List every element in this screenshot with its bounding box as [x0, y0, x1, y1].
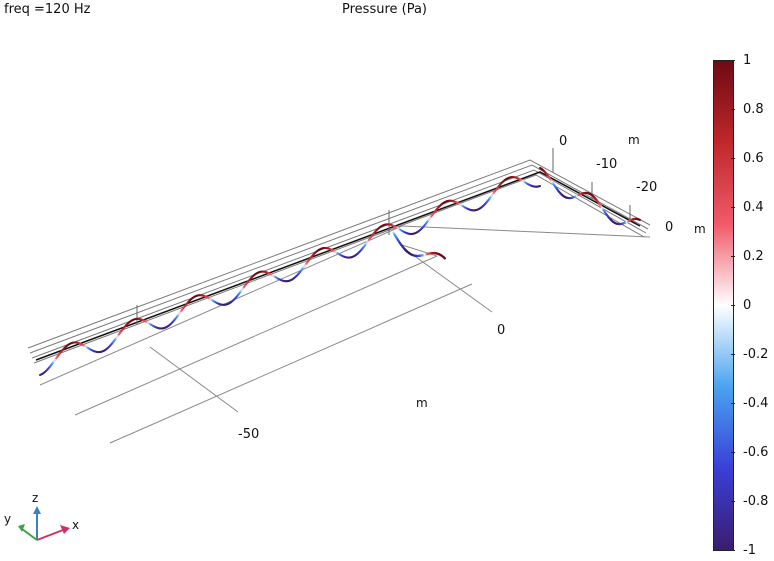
colorbar-tick-label: -1	[743, 543, 756, 558]
colorbar-tick-label: -0.8	[743, 494, 769, 509]
y-tick-label: 0	[559, 134, 568, 149]
triad-z-label: z	[32, 491, 39, 505]
x-tick-label: 0	[497, 323, 506, 338]
z-axis-unit: m	[694, 222, 706, 236]
triad-x-label: x	[72, 518, 80, 532]
triad-x-arrowhead	[60, 525, 70, 534]
y-tick-label: -20	[636, 180, 658, 195]
triad-y-arrowhead	[18, 524, 25, 532]
colorbar-tick-mark	[731, 354, 735, 355]
centerline	[35, 171, 641, 361]
frequency-label: freq =120 Hz	[4, 2, 91, 17]
triad-y-label: y	[4, 512, 12, 526]
y-tick-label: -10	[596, 157, 618, 172]
colorbar-tick-label: -0.4	[743, 396, 769, 411]
colorbar-tick-mark	[731, 501, 735, 502]
colorbar-tick-mark	[731, 158, 735, 159]
grid-lines	[39, 225, 651, 444]
colorbar-tick-mark	[731, 550, 735, 551]
z-tick-label: 0	[665, 220, 674, 235]
x-tick-label: -50	[238, 427, 260, 442]
colorbar-tick-label: 0.4	[743, 200, 764, 215]
y-axis-unit: m	[628, 133, 640, 147]
colorbar-tick-mark	[731, 256, 735, 257]
x-axis-unit: m	[416, 396, 428, 410]
colorbar-tick-mark	[731, 305, 735, 306]
triad-y-axis	[21, 528, 38, 541]
colorbar-tick-mark	[731, 452, 735, 453]
colorbar-tick-label: 1	[743, 53, 752, 68]
plot-title: Pressure (Pa)	[342, 2, 428, 17]
section-markers	[136, 148, 631, 325]
coordinate-triad	[18, 506, 70, 541]
colorbar-tick-label: 0.2	[743, 249, 764, 264]
triad-x-axis	[36, 529, 64, 541]
colorbar-tick-label: 0	[743, 298, 752, 313]
triad-z-arrowhead	[33, 506, 41, 514]
colorbar-tick-mark	[731, 60, 735, 61]
colorbar-tick-label: 0.8	[743, 102, 764, 117]
colorbar-tick-mark	[731, 109, 735, 110]
colorbar-tick-mark	[731, 207, 735, 208]
colorbar-tick-label: -0.2	[743, 347, 769, 362]
pressure-wave	[39, 167, 641, 376]
colorbar-tick-label: 0.6	[743, 151, 764, 166]
colorbar-tick-label: -0.6	[743, 445, 769, 460]
colorbar-tick-mark	[731, 403, 735, 404]
